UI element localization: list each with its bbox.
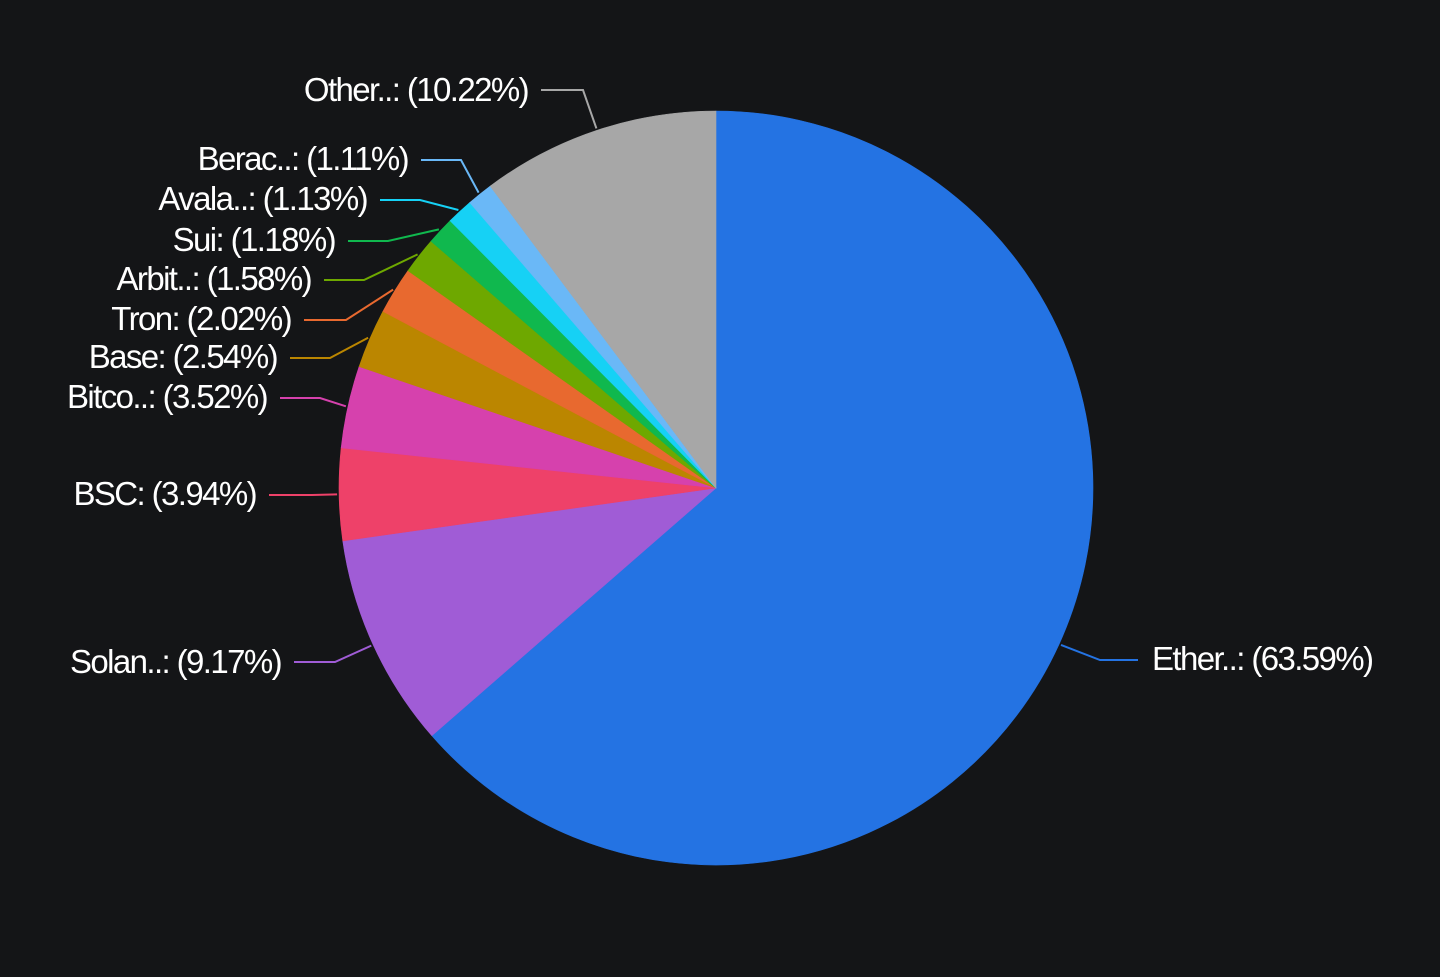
leader-lines-layer xyxy=(269,89,1138,663)
slice-label-solan: Solan..: (9.17%) xyxy=(70,643,281,680)
slice-label-bitco: Bitco..: (3.52%) xyxy=(67,378,267,415)
slice-label-base: Base: (2.54%) xyxy=(89,338,277,375)
leader-line-bitco xyxy=(280,397,347,408)
labels-layer: Ether..: (63.59%) Solan..: (9.17%) BSC: (3… xyxy=(67,71,1374,680)
slice-label-other: Other..: (10.22%) xyxy=(304,71,528,108)
leader-line-tron xyxy=(304,288,394,321)
slice-label-bsc: BSC: (3.94%) xyxy=(73,475,256,512)
leader-line-other xyxy=(541,89,598,129)
leader-line-arbit xyxy=(324,253,419,281)
slice-label-avala: Avala..: (1.13%) xyxy=(158,180,367,217)
leader-line-sui xyxy=(348,228,440,242)
pie-slice-solan[interactable] xyxy=(342,487,717,737)
pie-slice-ether[interactable] xyxy=(431,110,1094,866)
leader-line-solan xyxy=(294,644,372,663)
leader-line-berac xyxy=(421,159,480,194)
pie-slice-other[interactable] xyxy=(489,110,717,489)
leader-line-ether xyxy=(1060,643,1138,661)
slice-label-tron: Tron: (2.02%) xyxy=(111,300,291,337)
slice-label-berac: Berac..: (1.11%) xyxy=(198,140,408,177)
slice-label-sui: Sui: (1.18%) xyxy=(173,221,335,258)
leader-line-base xyxy=(290,336,369,359)
slice-label-ether: Ether..: (63.59%) xyxy=(1152,640,1372,677)
leader-line-avala xyxy=(380,199,459,211)
slice-label-arbit: Arbit..: (1.58%) xyxy=(117,260,311,297)
slices-layer xyxy=(338,110,1094,866)
leader-line-bsc xyxy=(269,493,338,496)
